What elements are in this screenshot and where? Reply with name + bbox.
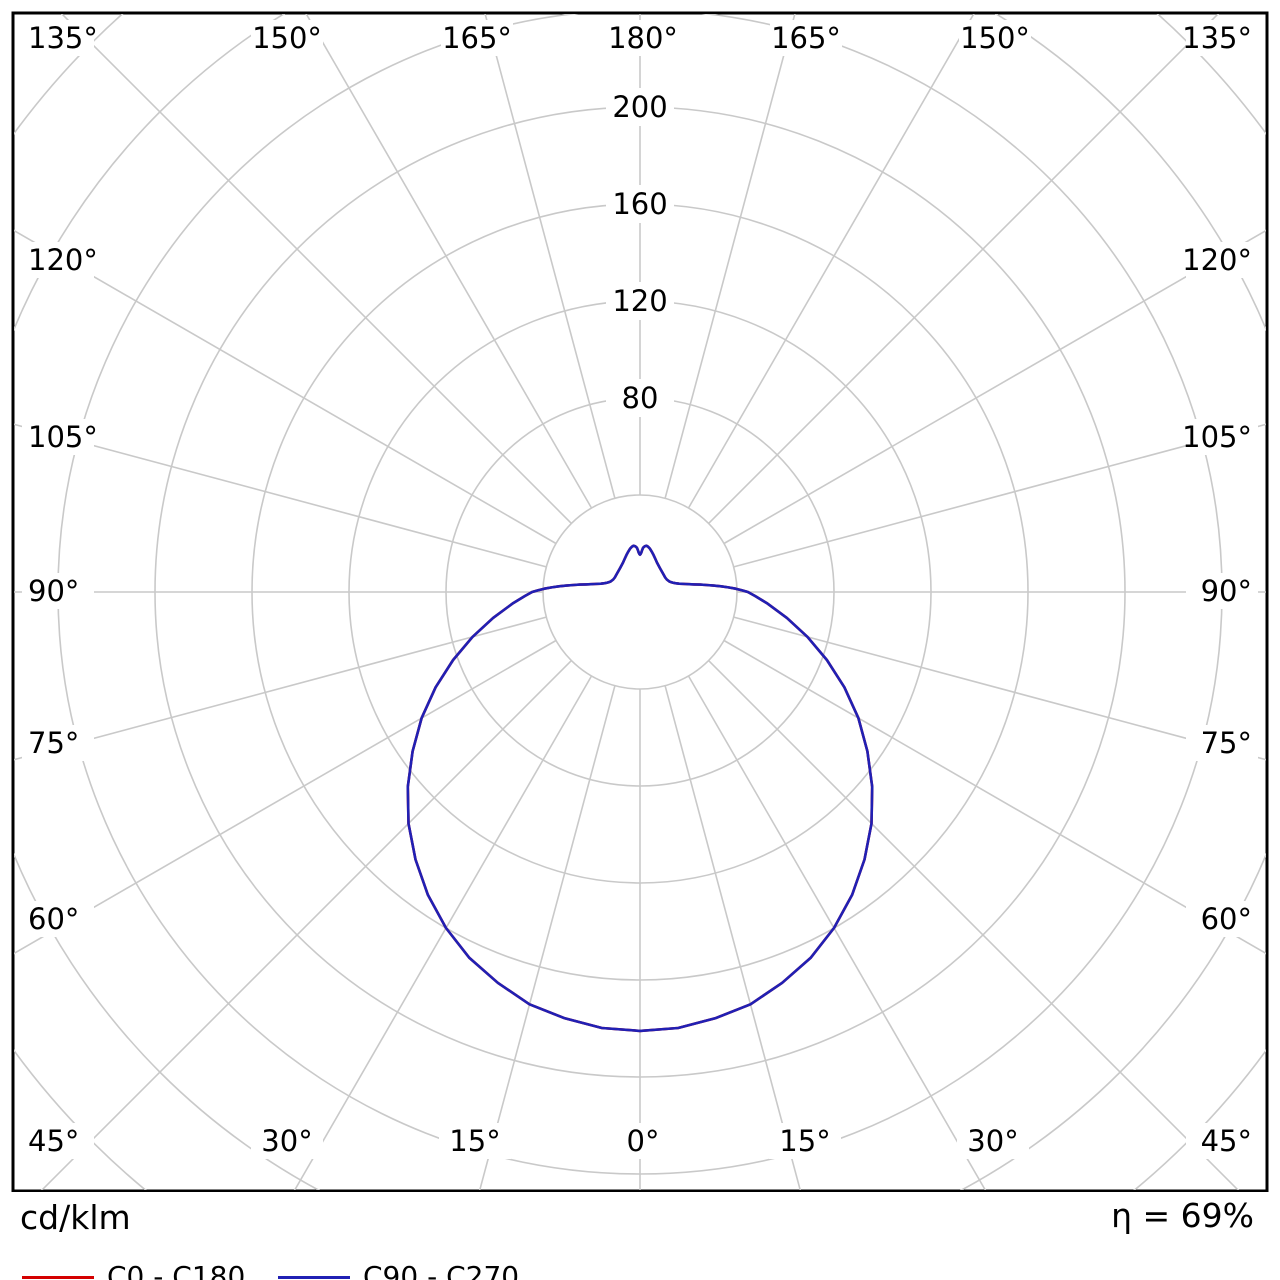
ring-label-bg	[606, 282, 674, 320]
angle-tick-label: 165°	[771, 21, 841, 55]
angle-tick-label: 105°	[28, 420, 98, 454]
angle-label-bg	[1186, 242, 1258, 278]
intensity-curves	[406, 544, 874, 1033]
ring-value-label: 200	[612, 90, 667, 124]
angle-label-bg	[957, 1123, 1029, 1159]
angle-label-bg	[251, 20, 323, 56]
angle-label-bg	[22, 1123, 94, 1159]
angle-label-bg	[959, 20, 1031, 56]
angle-label-bg	[22, 725, 94, 761]
polar-grid-ray	[484, 14, 616, 499]
polar-grid-ray	[14, 639, 557, 955]
angle-label-bg	[251, 1123, 323, 1159]
legend-label-c0-c180: C0 - C180	[107, 1260, 246, 1280]
angle-label-bg	[439, 1123, 511, 1159]
tick-labels: 80 120 160 200 135° 150° 165° 180° 165° 150° 135° 1…	[22, 20, 1258, 1159]
polar-grid-ray	[14, 423, 547, 568]
polar-diagram: 80 120 160 200 135° 150° 165° 180° 165° 150° 135° 1…	[11, 11, 1269, 1193]
polar-grid-ray	[723, 639, 1266, 955]
angle-tick-label: 135°	[1182, 21, 1252, 55]
polar-grid-ray	[14, 616, 547, 761]
angle-tick-label: 15°	[779, 1124, 830, 1158]
angle-tick-label: 0°	[627, 1124, 660, 1158]
angle-tick-label: 180°	[608, 21, 678, 55]
angle-tick-label: 75°	[1201, 726, 1252, 760]
ring-value-label: 80	[622, 381, 659, 415]
angle-tick-label: 90°	[1201, 574, 1252, 608]
angle-tick-label: 75°	[28, 726, 79, 760]
angle-label-bg	[1186, 20, 1258, 56]
angle-tick-label: 165°	[442, 21, 512, 55]
efficiency-label: η = 69%	[1111, 1196, 1254, 1235]
polar-grid-ray	[687, 675, 987, 1190]
angle-tick-label: 150°	[252, 21, 322, 55]
angle-tick-label: 60°	[1201, 902, 1252, 936]
ring-value-label: 160	[612, 187, 667, 221]
legend-label-c90-c270: C90 - C270	[363, 1260, 520, 1280]
angle-label-bg	[22, 20, 94, 56]
c90-c270-line-swatch	[278, 1275, 350, 1279]
angle-tick-label: 120°	[1182, 243, 1252, 277]
legend-item-c90-c270: C90 - C270	[278, 1260, 519, 1280]
polar-grid-ray	[664, 14, 796, 499]
ring-label-bg	[606, 185, 674, 223]
polar-grid-ray	[733, 616, 1266, 761]
polar-grid-ray	[687, 14, 975, 509]
angle-tick-label: 30°	[261, 1124, 312, 1158]
angle-label-bg	[1186, 419, 1258, 455]
angle-label-bg	[22, 901, 94, 937]
angle-tick-label: 150°	[960, 21, 1030, 55]
angle-tick-label: 45°	[28, 1124, 79, 1158]
angle-label-bg	[441, 20, 513, 56]
ring-value-label: 120	[612, 284, 667, 318]
angle-label-bg	[607, 1123, 679, 1159]
polar-grid-ray	[664, 685, 802, 1190]
polar-grid-ray	[733, 423, 1266, 568]
angle-tick-label: 15°	[449, 1124, 500, 1158]
polar-grid-ray	[478, 685, 616, 1190]
polar-grid-ray	[293, 675, 593, 1190]
angle-label-bg	[607, 20, 679, 56]
units-label: cd/klm	[20, 1198, 131, 1237]
angle-label-bg	[1186, 725, 1258, 761]
angle-tick-label: 90°	[28, 574, 79, 608]
angle-label-bg	[22, 573, 94, 609]
angle-label-bg	[22, 419, 94, 455]
polar-grid-ray	[14, 229, 557, 545]
ring-label-bg	[606, 379, 674, 417]
angle-tick-label: 105°	[1182, 420, 1252, 454]
angle-label-bg	[22, 242, 94, 278]
angle-label-bg	[1186, 1123, 1258, 1159]
angle-tick-label: 135°	[28, 21, 98, 55]
ring-label-bg	[606, 88, 674, 126]
angle-label-bg	[770, 20, 842, 56]
angle-tick-label: 45°	[1201, 1124, 1252, 1158]
angle-tick-label: 30°	[967, 1124, 1018, 1158]
c0-c180-line-swatch	[22, 1275, 94, 1279]
polar-grid-ray	[305, 14, 593, 509]
polar-grid-ray	[723, 229, 1266, 545]
angle-label-bg	[1186, 901, 1258, 937]
angle-tick-label: 60°	[28, 902, 79, 936]
angle-label-bg	[1186, 573, 1258, 609]
legend-item-c0-c180: C0 - C180	[22, 1260, 245, 1280]
angle-label-bg	[769, 1123, 841, 1159]
angle-tick-label: 120°	[28, 243, 98, 277]
c90-c270-curve	[406, 544, 874, 1033]
